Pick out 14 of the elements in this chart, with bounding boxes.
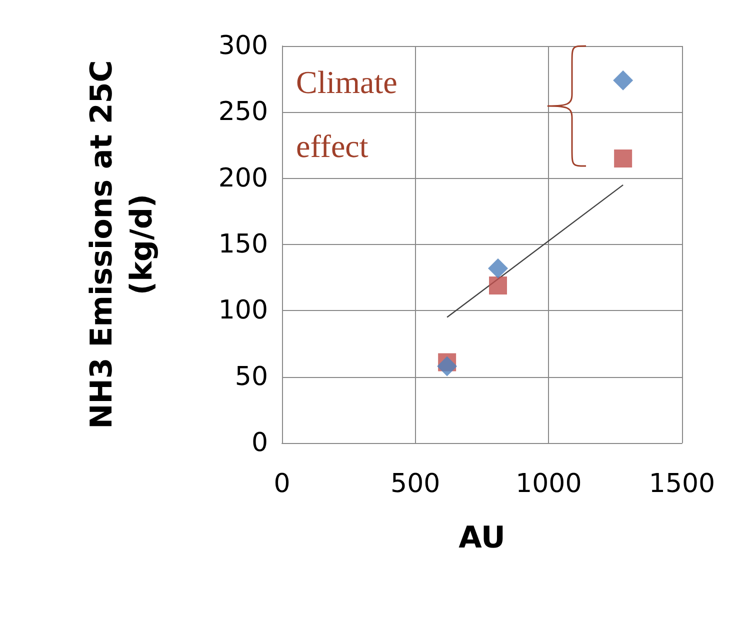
x-tick-label: 1000: [516, 469, 582, 499]
x-axis-title: AU: [458, 520, 506, 556]
y-axis-title: NH3 Emissions at 25C (kg/d): [84, 60, 160, 429]
x-tick-label: 500: [390, 469, 440, 499]
y-tick-label: 50: [234, 362, 268, 392]
y-tick-label: 100: [218, 296, 268, 326]
y-tick-label: 150: [218, 230, 268, 260]
x-tick-label: 0: [274, 469, 290, 499]
y-tick-label: 200: [218, 163, 268, 194]
y-tick-label: 0: [251, 428, 268, 458]
annotation: Climate effect: [296, 64, 398, 164]
y-tick-label: 250: [218, 97, 268, 128]
y-tick-label: 300: [218, 31, 268, 61]
x-tick-label: 1500: [648, 469, 716, 499]
